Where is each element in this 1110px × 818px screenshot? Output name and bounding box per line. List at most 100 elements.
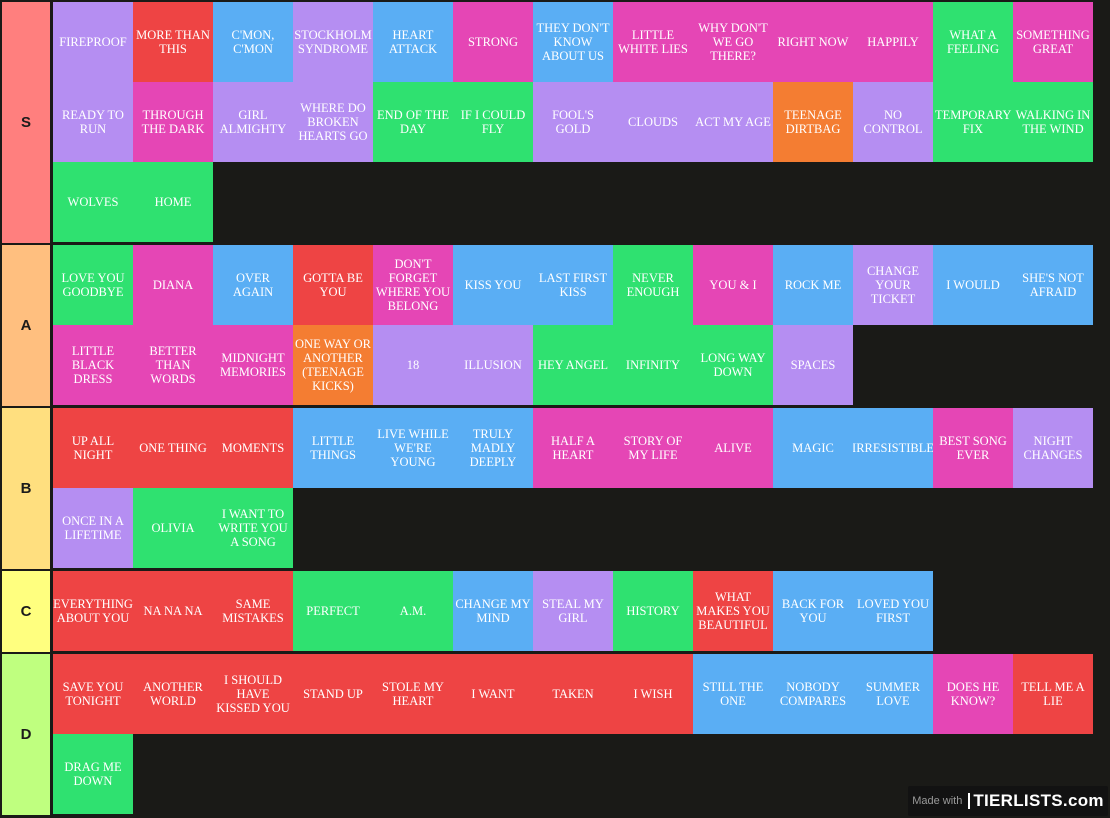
song-tile[interactable]: DOES HE KNOW? bbox=[933, 654, 1013, 734]
song-tile[interactable]: I WISH bbox=[613, 654, 693, 734]
song-tile[interactable]: A.M. bbox=[373, 571, 453, 651]
song-tile[interactable]: ONCE IN A LIFETIME bbox=[53, 488, 133, 568]
song-tile[interactable]: BETTER THAN WORDS bbox=[133, 325, 213, 405]
tier-label-c[interactable]: C bbox=[2, 571, 50, 652]
song-tile[interactable]: DIANA bbox=[133, 245, 213, 325]
song-tile[interactable]: SHE'S NOT AFRAID bbox=[1013, 245, 1093, 325]
song-tile[interactable]: MOMENTS bbox=[213, 408, 293, 488]
song-tile[interactable]: PERFECT bbox=[293, 571, 373, 651]
song-tile[interactable]: TEENAGE DIRTBAG bbox=[773, 82, 853, 162]
song-tile[interactable]: LAST FIRST KISS bbox=[533, 245, 613, 325]
song-tile[interactable]: STORY OF MY LIFE bbox=[613, 408, 693, 488]
song-tile[interactable]: WHERE DO BROKEN HEARTS GO bbox=[293, 82, 373, 162]
song-tile[interactable]: LITTLE THINGS bbox=[293, 408, 373, 488]
song-tile[interactable]: ILLUSION bbox=[453, 325, 533, 405]
song-tile[interactable]: LOVED YOU FIRST bbox=[853, 571, 933, 651]
song-tile[interactable]: WALKING IN THE WIND bbox=[1013, 82, 1093, 162]
song-tile[interactable]: STRONG bbox=[453, 2, 533, 82]
song-tile[interactable]: I SHOULD HAVE KISSED YOU bbox=[213, 654, 293, 734]
song-tile[interactable]: GIRL ALMIGHTY bbox=[213, 82, 293, 162]
song-tile[interactable]: CHANGE MY MIND bbox=[453, 571, 533, 651]
song-tile[interactable]: SAME MISTAKES bbox=[213, 571, 293, 651]
song-tile[interactable]: TEMPORARY FIX bbox=[933, 82, 1013, 162]
song-tile[interactable]: SAVE YOU TONIGHT bbox=[53, 654, 133, 734]
tier-label-b[interactable]: B bbox=[2, 408, 50, 569]
song-tile[interactable]: LOVE YOU GOODBYE bbox=[53, 245, 133, 325]
song-tile[interactable]: NEVER ENOUGH bbox=[613, 245, 693, 325]
song-tile[interactable]: BACK FOR YOU bbox=[773, 571, 853, 651]
song-tile[interactable]: TELL ME A LIE bbox=[1013, 654, 1093, 734]
song-tile[interactable]: LIVE WHILE WE'RE YOUNG bbox=[373, 408, 453, 488]
song-tile[interactable]: MIDNIGHT MEMORIES bbox=[213, 325, 293, 405]
song-tile[interactable]: FOOL'S GOLD bbox=[533, 82, 613, 162]
song-tile[interactable]: OVER AGAIN bbox=[213, 245, 293, 325]
song-tile[interactable]: EVERYTHING ABOUT YOU bbox=[53, 571, 133, 651]
song-tile[interactable]: WHY DON'T WE GO THERE? bbox=[693, 2, 773, 82]
song-title: TELL ME A LIE bbox=[1021, 680, 1085, 708]
song-tile[interactable]: ALIVE bbox=[693, 408, 773, 488]
song-tile[interactable]: ONE THING bbox=[133, 408, 213, 488]
song-tile[interactable]: I WOULD bbox=[933, 245, 1013, 325]
tier-label-d[interactable]: D bbox=[2, 654, 50, 815]
song-tile[interactable]: MORE THAN THIS bbox=[133, 2, 213, 82]
song-tile[interactable]: ONE WAY OR ANOTHER (TEENAGE KICKS) bbox=[293, 325, 373, 405]
song-tile[interactable]: STEAL MY GIRL bbox=[533, 571, 613, 651]
song-tile[interactable]: RIGHT NOW bbox=[773, 2, 853, 82]
song-tile[interactable]: BEST SONG EVER bbox=[933, 408, 1013, 488]
song-tile[interactable]: NO CONTROL bbox=[853, 82, 933, 162]
song-tile[interactable]: ANOTHER WORLD bbox=[133, 654, 213, 734]
song-tile[interactable]: HAPPILY bbox=[853, 2, 933, 82]
song-tile[interactable]: SUMMER LOVE bbox=[853, 654, 933, 734]
song-tile[interactable]: WOLVES bbox=[53, 162, 133, 242]
song-tile[interactable]: TAKEN bbox=[533, 654, 613, 734]
song-tile[interactable]: HEY ANGEL bbox=[533, 325, 613, 405]
song-tile[interactable]: I WANT TO WRITE YOU A SONG bbox=[213, 488, 293, 568]
song-tile[interactable]: SPACES bbox=[773, 325, 853, 405]
song-tile[interactable]: NA NA NA bbox=[133, 571, 213, 651]
tier-label-s[interactable]: S bbox=[2, 2, 50, 243]
song-tile[interactable]: THEY DON'T KNOW ABOUT US bbox=[533, 2, 613, 82]
song-tile[interactable]: WHAT MAKES YOU BEAUTIFUL bbox=[693, 571, 773, 651]
song-tile[interactable]: STILL THE ONE bbox=[693, 654, 773, 734]
song-tile[interactable]: END OF THE DAY bbox=[373, 82, 453, 162]
song-tile[interactable]: C'MON, C'MON bbox=[213, 2, 293, 82]
song-tile[interactable]: STOCKHOLM SYNDROME bbox=[293, 2, 373, 82]
song-tile[interactable]: UP ALL NIGHT bbox=[53, 408, 133, 488]
song-tile[interactable]: OLIVIA bbox=[133, 488, 213, 568]
song-tile[interactable]: THROUGH THE DARK bbox=[133, 82, 213, 162]
song-tile[interactable]: KISS YOU bbox=[453, 245, 533, 325]
song-tile[interactable]: I WANT bbox=[453, 654, 533, 734]
song-tile[interactable]: 18 bbox=[373, 325, 453, 405]
song-tile[interactable]: YOU & I bbox=[693, 245, 773, 325]
song-tile[interactable]: NIGHT CHANGES bbox=[1013, 408, 1093, 488]
song-tile[interactable]: IF I COULD FLY bbox=[453, 82, 533, 162]
song-tile[interactable]: CHANGE YOUR TICKET bbox=[853, 245, 933, 325]
watermark[interactable]: Made with TIERLISTS.com bbox=[908, 786, 1108, 816]
song-tile[interactable]: CLOUDS bbox=[613, 82, 693, 162]
song-tile[interactable]: GOTTA BE YOU bbox=[293, 245, 373, 325]
song-tile[interactable]: FIREPROOF bbox=[53, 2, 133, 82]
song-tile[interactable]: TRULY MADLY DEEPLY bbox=[453, 408, 533, 488]
song-tile[interactable]: READY TO RUN bbox=[53, 82, 133, 162]
song-tile[interactable]: HISTORY bbox=[613, 571, 693, 651]
song-tile[interactable]: LONG WAY DOWN bbox=[693, 325, 773, 405]
song-tile[interactable]: STAND UP bbox=[293, 654, 373, 734]
song-tile[interactable]: LITTLE WHITE LIES bbox=[613, 2, 693, 82]
song-tile[interactable]: HOME bbox=[133, 162, 213, 242]
song-tile[interactable]: ACT MY AGE bbox=[693, 82, 773, 162]
song-title: I WISH bbox=[633, 687, 673, 701]
song-tile[interactable]: HALF A HEART bbox=[533, 408, 613, 488]
song-tile[interactable]: NOBODY COMPARES bbox=[773, 654, 853, 734]
song-tile[interactable]: DON'T FORGET WHERE YOU BELONG bbox=[373, 245, 453, 325]
song-tile[interactable]: INFINITY bbox=[613, 325, 693, 405]
song-tile[interactable]: DRAG ME DOWN bbox=[53, 734, 133, 814]
song-tile[interactable]: HEART ATTACK bbox=[373, 2, 453, 82]
song-tile[interactable]: LITTLE BLACK DRESS bbox=[53, 325, 133, 405]
tier-label-a[interactable]: A bbox=[2, 245, 50, 406]
song-tile[interactable]: STOLE MY HEART bbox=[373, 654, 453, 734]
song-tile[interactable]: IRRESISTIBLE bbox=[853, 408, 933, 488]
song-tile[interactable]: ROCK ME bbox=[773, 245, 853, 325]
song-tile[interactable]: WHAT A FEELING bbox=[933, 2, 1013, 82]
song-tile[interactable]: MAGIC bbox=[773, 408, 853, 488]
song-tile[interactable]: SOMETHING GREAT bbox=[1013, 2, 1093, 82]
